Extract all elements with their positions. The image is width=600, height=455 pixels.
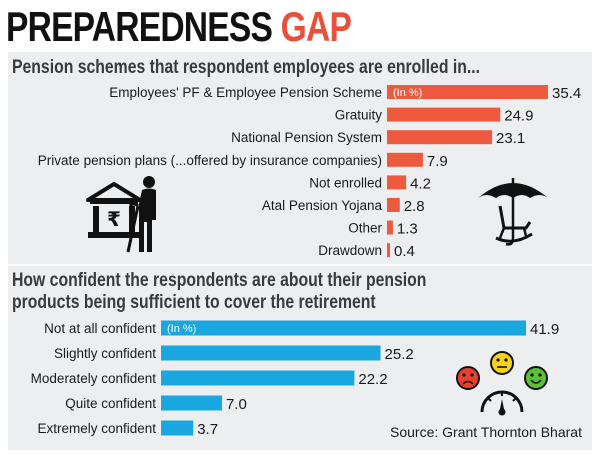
value-label-1-0: 35.4 [552, 85, 581, 102]
bar-2-2 [161, 370, 355, 386]
bar-2-4 [161, 420, 194, 436]
umbrella-rocking-chair-icon [478, 178, 548, 246]
chart2-bars: Not at all confident 41.9 Slightly confide… [31, 320, 559, 438]
value-label-1-2: 23.1 [496, 130, 525, 147]
category-label-1-7: Drawdown [318, 243, 382, 258]
bar-1-3 [387, 152, 423, 167]
bar-1-4 [387, 175, 407, 190]
category-label-2-0: Not at all confident [44, 321, 156, 336]
unit-label-2: (In %) [167, 323, 196, 335]
category-label-1-2: National Pension System [231, 130, 382, 145]
chart1-title: Pension schemes that respondent employee… [12, 57, 480, 78]
bar-1-2 [387, 130, 493, 145]
value-label-1-7: 0.4 [394, 243, 415, 260]
value-label-2-3: 7.0 [226, 396, 247, 413]
category-label-1-0: Employees' PF & Employee Pension Scheme [109, 85, 382, 100]
value-label-2-1: 25.2 [385, 346, 414, 363]
bar-2-0 [161, 320, 526, 336]
value-label-1-4: 4.2 [410, 175, 431, 192]
chart1-bars: Employees' PF & Employee Pension Scheme 3… [38, 85, 581, 260]
bar-1-7 [387, 243, 390, 258]
value-label-1-1: 24.9 [504, 108, 533, 125]
category-label-2-1: Slightly confident [54, 346, 156, 361]
sad-face-icon [456, 366, 480, 390]
value-label-2-0: 41.9 [530, 321, 559, 338]
title-word-gap: GAP [280, 3, 352, 50]
bank-rupee-icon: ₹ [86, 182, 142, 238]
bar-1-6 [387, 220, 393, 235]
bar-1-5 [387, 198, 400, 212]
title-word-preparedness: PREPAREDNESS [6, 3, 273, 50]
category-label-2-4: Extremely confident [37, 421, 156, 436]
happy-face-icon [524, 366, 548, 390]
bar-2-3 [161, 395, 222, 411]
value-label-1-5: 2.8 [404, 198, 425, 215]
value-label-1-6: 1.3 [397, 221, 418, 238]
elderly-person-icon [126, 176, 156, 253]
value-label-2-4: 3.7 [197, 421, 218, 438]
chart2-title-line1: How confident the respondents are about … [12, 270, 427, 291]
chart2-title-line2: products being sufficient to cover the r… [12, 292, 376, 313]
category-label-1-5: Atal Pension Yojana [262, 198, 383, 213]
source-credit: Source: Grant Thornton Bharat [390, 424, 582, 440]
value-label-2-2: 22.2 [358, 371, 387, 388]
page-title: PREPAREDNESS GAP [6, 3, 352, 50]
bar-1-0 [387, 85, 548, 99]
category-label-1-1: Gratuity [335, 108, 383, 123]
gauge-icon [480, 390, 524, 416]
category-label-1-6: Other [348, 221, 382, 236]
category-label-1-3: Private pension plans (...offered by ins… [38, 153, 382, 168]
category-label-2-2: Moderately confident [31, 371, 157, 386]
unit-label-1: (In %) [393, 87, 422, 99]
category-label-2-3: Quite confident [65, 396, 156, 411]
svg-text:₹: ₹ [107, 207, 121, 231]
bar-2-1 [161, 345, 381, 361]
value-label-1-3: 7.9 [427, 153, 448, 170]
neutral-face-icon [490, 351, 514, 375]
bar-1-1 [387, 107, 501, 122]
category-label-1-4: Not enrolled [309, 175, 382, 190]
